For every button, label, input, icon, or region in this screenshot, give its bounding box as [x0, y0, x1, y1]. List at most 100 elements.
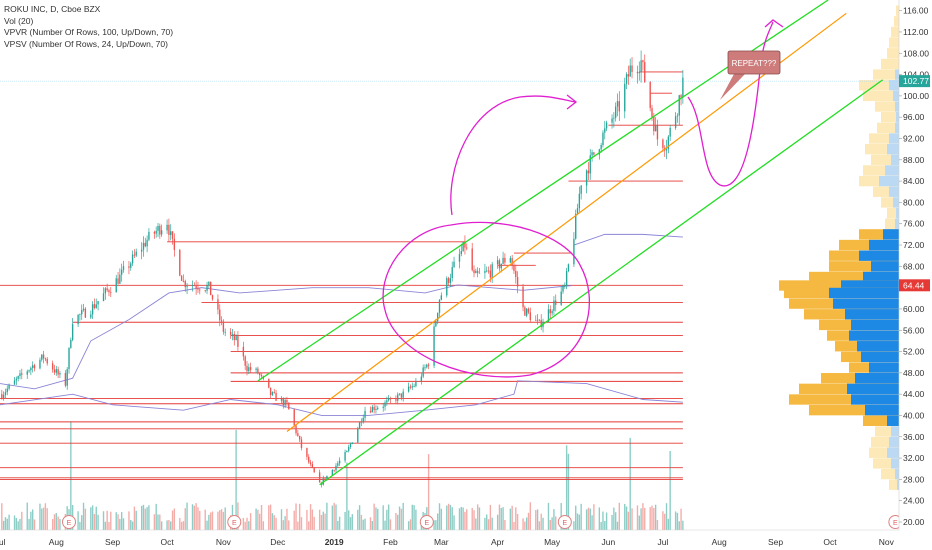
- volume-bar: [106, 510, 108, 530]
- vpvr-indicator-label[interactable]: VPVR (Number Of Rows, 100, Up/Down, 70): [4, 27, 174, 37]
- candle-body: [551, 310, 553, 314]
- volume-bar: [13, 515, 16, 530]
- candle-body: [598, 149, 601, 155]
- candle-body: [130, 263, 132, 268]
- volume-bar: [220, 509, 223, 530]
- callout-pointer: [720, 74, 745, 100]
- volume-bar: [269, 504, 272, 530]
- volume-profile-row-up: [859, 250, 899, 261]
- candle-body: [199, 289, 201, 291]
- channel-lower-line: [319, 79, 884, 486]
- price-tick-label: 96.00: [903, 112, 925, 122]
- volume-bar: [97, 514, 99, 530]
- candle-body: [288, 402, 290, 410]
- volume-profile-row-down: [887, 207, 899, 219]
- candle-body: [219, 309, 221, 321]
- price-tick-label: 80.00: [903, 197, 925, 207]
- drawings: [257, 0, 884, 486]
- candle-body: [377, 407, 379, 409]
- earnings-marker-icon: [419, 515, 434, 529]
- volume-bar: [395, 512, 397, 530]
- candle-body: [146, 239, 148, 247]
- candle-body: [170, 231, 172, 235]
- volume-bar: [585, 509, 588, 530]
- candle-body: [662, 139, 664, 148]
- volume-bar: [496, 514, 499, 530]
- volume-bar: [41, 508, 43, 530]
- candle-body: [513, 264, 515, 271]
- candle-body: [573, 238, 575, 265]
- symbol-title[interactable]: ROKU INC, D, Cboe BZX: [4, 4, 101, 14]
- channel-midline: [286, 12, 847, 432]
- volume-bar: [288, 520, 290, 530]
- volume-bar: [2, 520, 5, 530]
- volume-bar: [664, 513, 666, 530]
- volume-bar: [484, 517, 486, 530]
- volume-profile-row-up: [895, 218, 899, 229]
- price-tick-label: 28.00: [903, 474, 925, 484]
- volume-bar: [651, 505, 653, 530]
- candle-body: [589, 155, 591, 174]
- candle-body: [46, 358, 48, 364]
- volume-bar: [680, 508, 682, 530]
- volume-profile-row-down: [873, 69, 899, 80]
- time-tick-label: Oct: [823, 537, 837, 547]
- volume-bar: [157, 514, 159, 530]
- volume-profile-row-down: [877, 122, 899, 134]
- candle-body: [473, 270, 475, 274]
- candle-body: [625, 74, 628, 84]
- candle-body: [649, 81, 651, 109]
- volume-bar: [669, 451, 671, 530]
- price-tick-label: 108.00: [903, 48, 929, 58]
- projection-curve: [687, 21, 774, 187]
- candle-body: [104, 288, 107, 294]
- vpsv-line: [0, 284, 573, 390]
- candle-body: [311, 463, 314, 468]
- volume-bar: [337, 520, 339, 530]
- candle-body: [525, 308, 528, 316]
- volume-bar: [589, 508, 591, 530]
- last-price-tag-bg: [899, 75, 930, 88]
- candle-body: [244, 356, 246, 366]
- volume-bar: [57, 516, 59, 530]
- candle-body: [453, 261, 455, 268]
- candle-body: [260, 375, 263, 377]
- volume-bar: [6, 518, 8, 530]
- candle-body: [160, 230, 163, 235]
- candle-body: [555, 300, 557, 305]
- candle-body: [179, 249, 181, 276]
- volume-bar: [602, 511, 604, 530]
- price-tick-label: 84.00: [903, 176, 925, 186]
- volume-bar: [535, 510, 537, 530]
- candle-body: [2, 394, 5, 399]
- time-tick-label: 2019: [325, 537, 344, 547]
- candle-body: [475, 270, 477, 274]
- candle-body: [540, 320, 542, 328]
- candle-body: [280, 398, 283, 401]
- candle-body: [602, 132, 604, 146]
- candle-body: [476, 270, 479, 273]
- candle-body: [1, 394, 3, 399]
- volume-bar: [171, 510, 174, 530]
- candle-body: [108, 290, 110, 293]
- volume-bar: [311, 509, 314, 530]
- volume-bar: [627, 511, 630, 530]
- candle-body: [438, 299, 441, 313]
- candle-body: [90, 314, 92, 318]
- volume-indicator-label[interactable]: Vol (20): [4, 15, 34, 26]
- volume-bar: [91, 505, 94, 530]
- vpsv-indicator-label[interactable]: VPSV (Number Of Rows, 24, Up/Down, 70): [4, 38, 168, 49]
- candle-body: [331, 469, 334, 476]
- volume-bar: [616, 521, 619, 530]
- candle-body: [516, 277, 519, 287]
- volume-bar: [409, 519, 412, 530]
- candle-body: [275, 392, 277, 401]
- volume-bar: [324, 513, 326, 530]
- vpsv-line: [0, 380, 683, 416]
- volume-bar: [211, 511, 214, 530]
- candle-body: [358, 421, 361, 429]
- volume-bar: [629, 437, 631, 530]
- candle-body: [422, 367, 424, 377]
